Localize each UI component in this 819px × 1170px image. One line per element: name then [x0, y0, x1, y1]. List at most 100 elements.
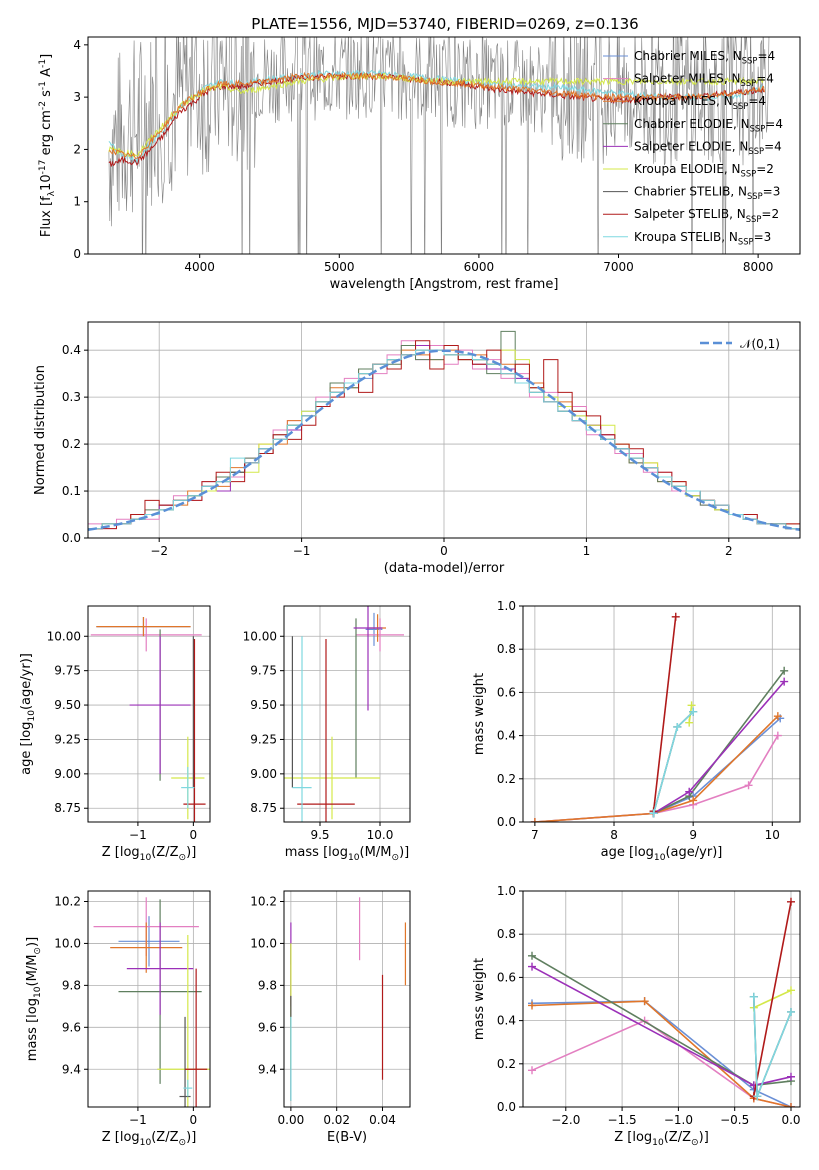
legend-entry: Salpeter ELODIE, NSSP=4 — [634, 139, 782, 156]
plot-area — [528, 897, 795, 1107]
y-tick-label: 2 — [73, 142, 81, 156]
axes-frame — [87, 36, 801, 255]
x-tick-label: −1 — [129, 828, 147, 842]
panel-age-vs-Z: −1 0 8.75 9.00 9.25 9.50 9.75 10.00 Z [log10(Z/Z… — [19, 605, 211, 863]
plot-area — [290, 897, 407, 1101]
panel-mass-weight-vs-Z: −2.0 −1.5 −1.0 −0.5 0.0 0.0 0.2 0.4 0.6 0.8 1.0 Z [… — [472, 884, 801, 1148]
legend-entry: Kroupa STELIB, NSSP=3 — [634, 230, 771, 247]
y-tick-label: 9.8 — [62, 978, 81, 992]
grid — [523, 605, 800, 823]
mass-weight-marker — [528, 1066, 537, 1075]
axes-frame — [283, 890, 411, 1108]
y-tick-label: 0 — [73, 247, 81, 261]
y-tick-label: 1.0 — [497, 599, 516, 613]
x-tick-label: 8000 — [743, 260, 774, 274]
x-tick-label: 5000 — [324, 260, 355, 274]
y-tick-label: 9.4 — [62, 1062, 81, 1076]
mass-weight-line — [531, 1000, 792, 1107]
panel-spectrum: 4000 5000 6000 7000 8000 0 1 2 3 4 wavelength [Ang… — [38, 36, 801, 292]
x-tick-label: −1 — [129, 1113, 147, 1127]
y-tick-label: 4 — [73, 38, 81, 52]
y-tick-label: 1 — [73, 195, 81, 209]
panel-mass-vs-Z: −1 0 9.4 9.6 9.8 10.0 10.2 Z [log10(Z/Z⊙)] mass … — [25, 890, 211, 1148]
plot-area — [93, 897, 210, 1107]
plot-area — [108, 37, 770, 254]
x-tick-label: 2 — [725, 544, 733, 558]
x-tick-label: −0.5 — [720, 1113, 749, 1127]
y-tick-label: 9.75 — [54, 664, 81, 678]
y-tick-label: 10.2 — [250, 894, 277, 908]
legend: 𝒩(0,1) — [700, 337, 780, 351]
y-tick-label: 9.6 — [62, 1020, 81, 1034]
plot-area — [88, 330, 800, 532]
legend-entry: Kroupa MILES, NSSP=4 — [634, 94, 766, 111]
x-tick-label: 0 — [440, 544, 448, 558]
mass-weight-marker — [687, 701, 696, 710]
y-tick-label: 9.00 — [250, 767, 277, 781]
mass-weight-marker — [528, 1001, 537, 1010]
x-tick-label: 9 — [689, 828, 697, 842]
axes-frame — [87, 890, 211, 1108]
panel-residuals: −2 −1 0 1 2 0.0 0.1 0.2 0.3 0.4 (data-model)/error… — [33, 321, 801, 576]
x-tick-label: 9.5 — [310, 828, 329, 842]
mass-weight-marker — [649, 809, 658, 818]
legend-entry: Salpeter STELIB, NSSP=2 — [634, 207, 779, 224]
x-tick-label: 4000 — [184, 260, 215, 274]
y-tick-label: 0.4 — [497, 1014, 516, 1028]
y-axis-label: Flux [fλ10-17 erg cm-2 s-1 A-1] — [38, 54, 57, 237]
mass-weight-marker — [753, 1092, 762, 1101]
model-spectrum-line — [108, 72, 765, 158]
axes-frame — [87, 605, 211, 823]
mass-weight-marker — [530, 818, 539, 822]
mass-weight-marker — [685, 718, 694, 727]
y-tick-label: 9.50 — [250, 698, 277, 712]
x-axis-label: Z [log10(Z/Z⊙)] — [614, 1130, 709, 1148]
legend-entry: Kroupa ELODIE, NSSP=2 — [634, 162, 774, 179]
x-tick-label: 8 — [610, 828, 618, 842]
y-axis-label: mass weight — [472, 958, 487, 1040]
mass-weight-marker — [773, 731, 782, 740]
y-tick-label: 9.25 — [250, 732, 277, 746]
x-tick-label: 1 — [583, 544, 591, 558]
y-tick-label: 0.6 — [497, 685, 516, 699]
x-axis-label: Z [log10(Z/Z⊙)] — [102, 1130, 197, 1148]
x-tick-label: 0 — [190, 1113, 198, 1127]
axes-frame — [283, 605, 411, 823]
plot-area — [90, 617, 206, 822]
x-tick-label: 7000 — [603, 260, 634, 274]
mass-weight-line — [653, 681, 785, 815]
mass-weight-marker — [689, 796, 698, 805]
y-tick-label: 0.8 — [497, 642, 516, 656]
y-tick-label: 0.2 — [497, 1057, 516, 1071]
y-axis-label: Normed distribution — [33, 365, 48, 495]
mass-weight-marker — [744, 781, 753, 790]
y-axis-label: mass weight — [472, 673, 487, 755]
y-tick-label: 9.00 — [54, 767, 81, 781]
grid — [88, 606, 210, 822]
y-tick-label: 10.00 — [243, 629, 277, 643]
mass-weight-line — [531, 965, 792, 1087]
mass-weight-line — [534, 715, 779, 822]
plot-area — [530, 612, 789, 822]
mass-weight-marker — [685, 787, 694, 796]
y-tick-label: 1.0 — [497, 884, 516, 898]
y-tick-label: 9.4 — [258, 1062, 277, 1076]
plot-area — [284, 606, 404, 822]
y-tick-label: 9.8 — [258, 978, 277, 992]
panel-mass-vs-EBV: 0.00 0.02 0.04 9.4 9.6 9.8 10.0 10.2 E(B-V) — [250, 890, 411, 1145]
legend-entry: 𝒩(0,1) — [740, 337, 780, 351]
y-tick-label: 10.0 — [250, 936, 277, 950]
y-tick-label: 0.0 — [62, 531, 81, 545]
legend-entry: Chabrier ELODIE, NSSP=4 — [634, 117, 783, 134]
mass-weight-marker — [773, 712, 782, 721]
model-spectrum-line — [108, 71, 765, 159]
x-tick-label: −1.0 — [664, 1113, 693, 1127]
legend-entry: Chabrier STELIB, NSSP=3 — [634, 185, 780, 202]
mass-weight-marker — [786, 1103, 795, 1107]
mass-weight-marker — [671, 612, 680, 621]
mass-weight-marker — [780, 666, 789, 675]
mass-weight-marker — [640, 997, 649, 1006]
mass-weight-line — [753, 901, 792, 1097]
legend-entry: Salpeter MILES, NSSP=4 — [634, 72, 774, 89]
